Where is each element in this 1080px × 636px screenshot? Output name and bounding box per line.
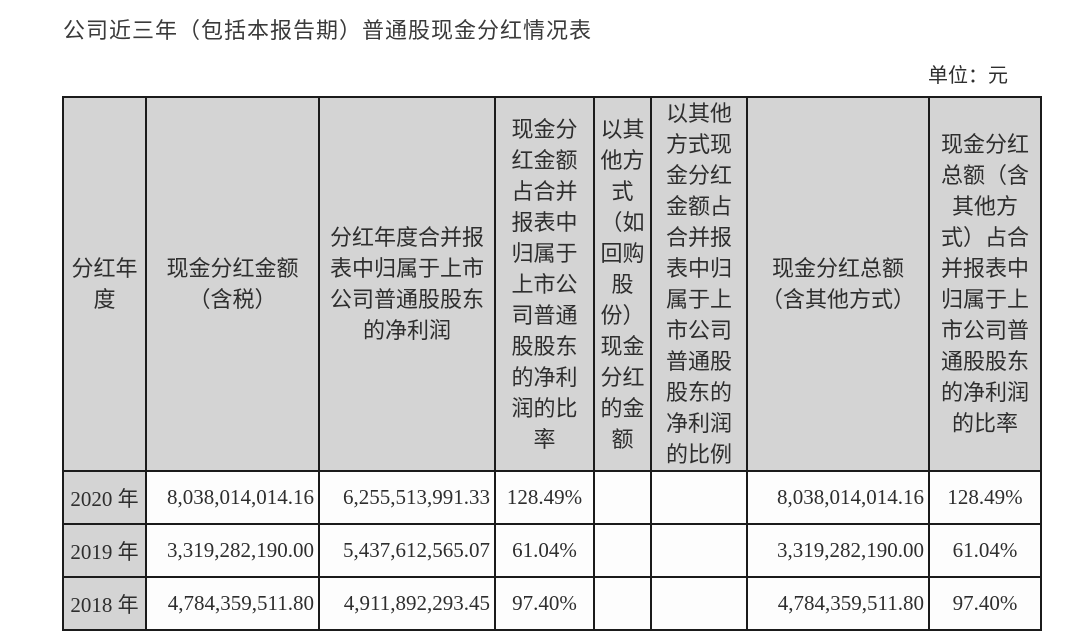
- net-profit-2019: 5,437,612,565.07: [318, 523, 496, 578]
- header-other-method-ratio: 以其他 方式现 金分红 金额占 合并报 表中归 属于上 市公司 普通股 股东的 …: [650, 96, 748, 472]
- table-row-2018: 2018 年 4,784,359,511.80 4,911,892,293.45…: [62, 576, 1042, 631]
- total-ratio-2018: 97.40%: [928, 576, 1042, 631]
- total-ratio-2019: 61.04%: [928, 523, 1042, 578]
- ratio-2018: 97.40%: [494, 576, 595, 631]
- other-ratio-2018: [650, 576, 748, 631]
- ratio-2020: 128.49%: [494, 470, 595, 525]
- table-row-2020: 2020 年 8,038,014,014.16 6,255,513,991.33…: [62, 470, 1042, 525]
- total-dividend-2020: 8,038,014,014.16: [746, 470, 930, 525]
- other-ratio-2019: [650, 523, 748, 578]
- header-net-profit: 分红年度合并报 表中归属于上市 公司普通股股东 的净利润: [318, 96, 496, 472]
- total-dividend-2018: 4,784,359,511.80: [746, 576, 930, 631]
- unit-label: 单位：元: [928, 65, 1008, 87]
- header-dividend-year: 分红年 度: [62, 96, 147, 472]
- header-other-method-amount: 以其 他方 式 （如 回购 股 份） 现金 分红 的金 额: [593, 96, 652, 472]
- cash-dividend-2020: 8,038,014,014.16: [145, 470, 320, 525]
- net-profit-2020: 6,255,513,991.33: [318, 470, 496, 525]
- dividend-table: 分红年 度 现金分红金额 （含税） 分红年度合并报 表中归属于上市 公司普通股股…: [62, 96, 1042, 631]
- total-dividend-2019: 3,319,282,190.00: [746, 523, 930, 578]
- other-amount-2018: [593, 576, 652, 631]
- header-dividend-ratio: 现金分 红金额 占合并 报表中 归属于 上市公 司普通 股股东 的净利 润的比 …: [494, 96, 595, 472]
- year-2020: 2020 年: [62, 470, 147, 525]
- other-amount-2019: [593, 523, 652, 578]
- ratio-2019: 61.04%: [494, 523, 595, 578]
- year-2019: 2019 年: [62, 523, 147, 578]
- page-title: 公司近三年（包括本报告期）普通股现金分红情况表: [63, 18, 593, 43]
- other-amount-2020: [593, 470, 652, 525]
- net-profit-2018: 4,911,892,293.45: [318, 576, 496, 631]
- header-total-cash-dividend: 现金分红总额 （含其他方式）: [746, 96, 930, 472]
- table-row-2019: 2019 年 3,319,282,190.00 5,437,612,565.07…: [62, 523, 1042, 578]
- total-ratio-2020: 128.49%: [928, 470, 1042, 525]
- cash-dividend-2019: 3,319,282,190.00: [145, 523, 320, 578]
- year-2018: 2018 年: [62, 576, 147, 631]
- cash-dividend-2018: 4,784,359,511.80: [145, 576, 320, 631]
- table-header-row: 分红年 度 现金分红金额 （含税） 分红年度合并报 表中归属于上市 公司普通股股…: [62, 96, 1042, 472]
- other-ratio-2020: [650, 470, 748, 525]
- header-cash-dividend-amount: 现金分红金额 （含税）: [145, 96, 320, 472]
- header-total-dividend-ratio: 现金分红 总额（含 其他方 式）占合 并报表中 归属于上 市公司普 通股股东 的…: [928, 96, 1042, 472]
